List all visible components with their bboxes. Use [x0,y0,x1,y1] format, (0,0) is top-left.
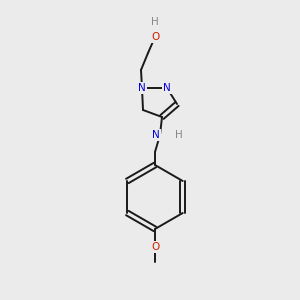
Text: H: H [175,130,183,140]
Text: N: N [152,130,160,140]
Text: O: O [151,242,159,252]
Text: O: O [151,32,159,42]
Text: N: N [163,83,171,93]
Text: H: H [151,17,159,27]
Text: N: N [138,83,146,93]
